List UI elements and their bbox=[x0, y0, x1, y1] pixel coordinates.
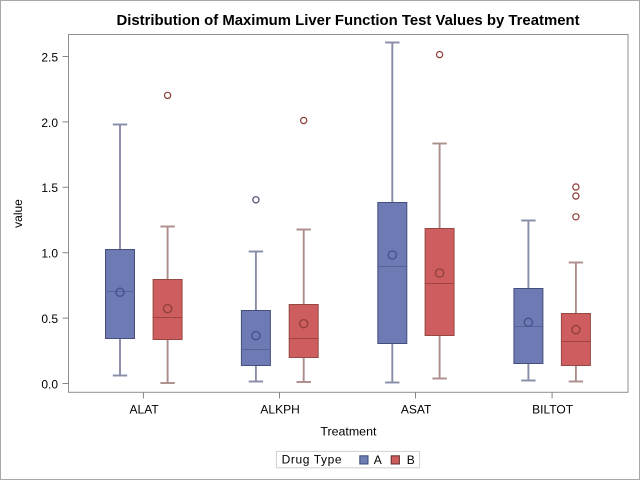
svg-text:BILTOT: BILTOT bbox=[532, 403, 574, 417]
svg-text:A: A bbox=[374, 453, 382, 467]
svg-text:Distribution of Maximum Liver: Distribution of Maximum Liver Function T… bbox=[116, 13, 579, 29]
svg-text:1.0: 1.0 bbox=[41, 247, 58, 261]
svg-text:value: value bbox=[11, 199, 25, 228]
svg-text:2.5: 2.5 bbox=[41, 50, 58, 64]
svg-text:B: B bbox=[407, 453, 415, 467]
svg-text:0.0: 0.0 bbox=[41, 377, 58, 391]
svg-text:1.5: 1.5 bbox=[41, 181, 58, 195]
svg-text:Drug Type: Drug Type bbox=[282, 453, 343, 467]
svg-text:ALKPH: ALKPH bbox=[260, 403, 299, 417]
svg-text:ASAT: ASAT bbox=[401, 403, 432, 417]
svg-text:Treatment: Treatment bbox=[320, 425, 377, 439]
svg-text:0.5: 0.5 bbox=[41, 312, 58, 326]
svg-text:ALAT: ALAT bbox=[130, 403, 160, 417]
svg-text:2.0: 2.0 bbox=[41, 116, 58, 130]
